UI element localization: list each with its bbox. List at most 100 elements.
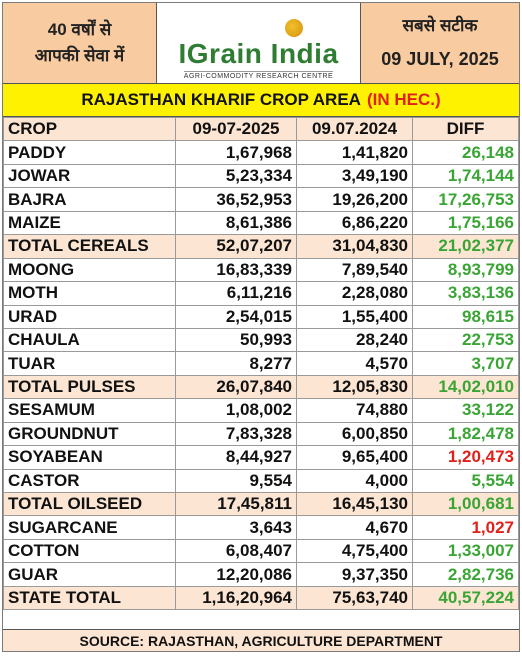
- table-row: COTTON 6,08,407 4,75,400 1,33,007: [3, 538, 519, 564]
- area-2024: 6,00,850: [296, 421, 413, 447]
- column-header-diff: DIFF: [412, 116, 519, 142]
- area-2025: 50,993: [175, 327, 297, 353]
- area-2025: 3,643: [175, 515, 297, 540]
- area-diff: 3,83,136: [412, 281, 519, 306]
- area-2025: 8,61,386: [175, 210, 297, 236]
- area-2024: 6,86,220: [296, 210, 413, 236]
- table-body: PADDY 1,67,968 1,41,820 26,148 JOWAR 5,23,334…: [3, 140, 519, 611]
- area-2024: 16,45,130: [296, 491, 413, 517]
- table-title: RAJASTHAN KHARIF CROP AREA (IN HEC.): [3, 84, 519, 117]
- header: 40 वर्षों से आपकी सेवा में IGrain India …: [3, 3, 519, 84]
- table-row: SUGARCANE 3,643 4,670 1,027: [3, 515, 519, 540]
- area-diff: 8,93,799: [412, 257, 519, 283]
- table-row: MOTH 6,11,216 2,28,080 3,83,136: [3, 281, 519, 306]
- table-row: GROUNDNUT 7,83,328 6,00,850 1,82,478: [3, 421, 519, 447]
- crop-name: CASTOR: [3, 468, 176, 494]
- report-date: 09 JULY, 2025: [381, 49, 499, 69]
- area-diff: 1,20,473: [412, 445, 519, 470]
- area-diff: 1,74,144: [412, 163, 519, 189]
- table-row: TUAR 8,277 4,570 3,707: [3, 351, 519, 376]
- area-2025: 17,45,811: [175, 491, 297, 517]
- table-total-row: TOTAL PULSES 26,07,840 12,05,830 14,02,010: [3, 374, 519, 400]
- area-2024: 4,670: [296, 515, 413, 540]
- area-2024: 1,55,400: [296, 304, 413, 329]
- area-2025: 7,83,328: [175, 421, 297, 447]
- table-row: PADDY 1,67,968 1,41,820 26,148: [3, 140, 519, 165]
- grain-icon: [284, 18, 303, 37]
- table-header-row: CROP 09-07-2025 09.07.2024 DIFF: [3, 116, 519, 142]
- area-diff: 1,82,478: [412, 421, 519, 447]
- logo: IGrain India AGRI-COMMODITY RESEARCH CEN…: [157, 3, 360, 83]
- crop-name: BAJRA: [3, 187, 176, 212]
- crop-name: TOTAL OILSEED: [3, 491, 176, 517]
- area-diff: 40,57,224: [412, 585, 519, 611]
- table-row: MAIZE 8,61,386 6,86,220 1,75,166: [3, 210, 519, 236]
- area-2024: 9,37,350: [296, 562, 413, 587]
- area-2025: 12,20,086: [175, 562, 297, 587]
- logo-subtitle: AGRI-COMMODITY RESEARCH CENTRE: [183, 70, 334, 80]
- area-diff: 1,33,007: [412, 538, 519, 564]
- area-2024: 74,880: [296, 398, 413, 423]
- area-2024: 12,05,830: [296, 374, 413, 400]
- area-diff: 14,02,010: [412, 374, 519, 400]
- crop-name: SESAMUM: [3, 398, 176, 423]
- crop-name: STATE TOTAL: [3, 585, 176, 611]
- area-2025: 52,07,207: [175, 234, 297, 259]
- crop-name: TUAR: [3, 351, 176, 376]
- area-diff: 1,75,166: [412, 210, 519, 236]
- area-2025: 8,277: [175, 351, 297, 376]
- area-2024: 75,63,740: [296, 585, 413, 611]
- area-2025: 1,08,002: [175, 398, 297, 423]
- logo-title: IGrain India: [178, 37, 339, 69]
- table-row: BAJRA 36,52,953 19,26,200 17,26,753: [3, 187, 519, 212]
- area-2025: 2,54,015: [175, 304, 297, 329]
- area-2025: 5,23,334: [175, 163, 297, 189]
- crop-name: CHAULA: [3, 327, 176, 353]
- area-2025: 6,08,407: [175, 538, 297, 564]
- table-row: SOYABEAN 8,44,927 9,65,400 1,20,473: [3, 445, 519, 470]
- table-title-unit: (IN HEC.): [366, 90, 441, 109]
- crop-name: SOYABEAN: [3, 445, 176, 470]
- column-header-2025: 09-07-2025: [175, 116, 297, 142]
- area-2024: 1,41,820: [296, 140, 413, 165]
- header-tagline-box: 40 वर्षों से आपकी सेवा में: [3, 3, 157, 83]
- column-header-2024: 09.07.2024: [296, 116, 413, 142]
- area-diff: 21,02,377: [412, 234, 519, 259]
- area-2025: 1,16,20,964: [175, 585, 297, 611]
- crop-name: COTTON: [3, 538, 176, 564]
- column-header-crop: CROP: [3, 116, 176, 142]
- crop-name: TOTAL CEREALS: [3, 234, 176, 259]
- table-row: CHAULA 50,993 28,240 22,753: [3, 327, 519, 353]
- table-total-row: STATE TOTAL 1,16,20,964 75,63,740 40,57,224: [3, 585, 519, 611]
- area-2025: 16,83,339: [175, 257, 297, 283]
- crop-name: TOTAL PULSES: [3, 374, 176, 400]
- area-2025: 8,44,927: [175, 445, 297, 470]
- area-diff: 98,615: [412, 304, 519, 329]
- area-diff: 26,148: [412, 140, 519, 165]
- logo-mark: [215, 7, 303, 39]
- table-row: GUAR 12,20,086 9,37,350 2,82,736: [3, 562, 519, 587]
- tagline-line-2: आपकी सेवा में: [34, 46, 125, 65]
- area-diff: 1,027: [412, 515, 519, 540]
- area-2024: 19,26,200: [296, 187, 413, 212]
- table-row: MOONG 16,83,339 7,89,540 8,93,799: [3, 257, 519, 283]
- area-diff: 5,554: [412, 468, 519, 494]
- tagline-line-1: 40 वर्षों से: [47, 20, 112, 39]
- header-date-box: सबसे सटीक 09 JULY, 2025: [360, 3, 519, 83]
- crop-name: GUAR: [3, 562, 176, 587]
- crop-name: MOONG: [3, 257, 176, 283]
- area-2025: 36,52,953: [175, 187, 297, 212]
- crop-name: URAD: [3, 304, 176, 329]
- table-row: CASTOR 9,554 4,000 5,554: [3, 468, 519, 494]
- crop-name: SUGARCANE: [3, 515, 176, 540]
- crop-area-table: CROP 09-07-2025 09.07.2024 DIFF PADDY 1,6…: [3, 116, 519, 611]
- area-2024: 3,49,190: [296, 163, 413, 189]
- source-footer: SOURCE: RAJASTHAN, AGRICULTURE DEPARTMEN…: [3, 629, 519, 651]
- area-2025: 6,11,216: [175, 281, 297, 306]
- area-diff: 33,122: [412, 398, 519, 423]
- area-2024: 28,240: [296, 327, 413, 353]
- area-2024: 2,28,080: [296, 281, 413, 306]
- table-row: URAD 2,54,015 1,55,400 98,615: [3, 304, 519, 329]
- crop-name: PADDY: [3, 140, 176, 165]
- area-diff: 2,82,736: [412, 562, 519, 587]
